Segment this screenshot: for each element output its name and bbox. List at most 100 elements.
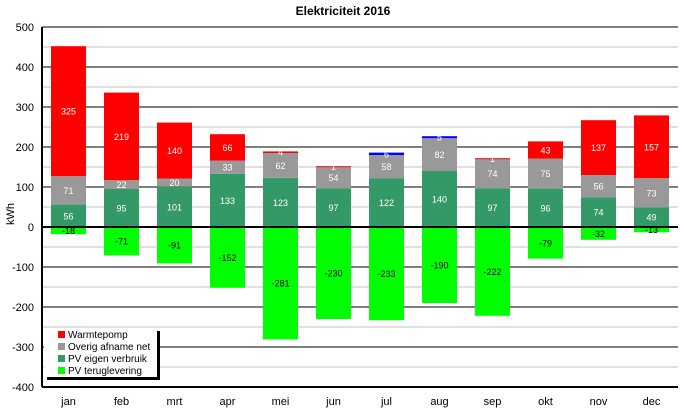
bar-segment [104, 92, 139, 181]
bar-segment [157, 227, 192, 264]
x-tick-label: jan [60, 396, 76, 408]
x-tick-label: nov [590, 396, 608, 408]
bar-segment [475, 158, 510, 189]
bar-segment [475, 158, 510, 160]
bar-segment [104, 227, 139, 256]
y-tick-label: -400 [12, 382, 34, 394]
data-label: 140 [432, 195, 447, 205]
y-tick-label: 500 [16, 22, 34, 34]
legend-label: PV teruglevering [68, 366, 142, 377]
y-tick-label: 0 [28, 222, 34, 234]
chart-title: Elektriciteit 2016 [296, 4, 391, 18]
bar-segment [528, 188, 563, 227]
y-axis-label: kWh [5, 203, 17, 225]
data-label: -18 [62, 226, 75, 236]
data-label: -281 [271, 279, 289, 289]
bar-segment [210, 134, 245, 161]
bar-segment [316, 166, 351, 168]
x-tick-label: jul [380, 396, 392, 408]
legend-swatch [58, 355, 65, 362]
bar-segment [316, 166, 351, 189]
data-label: -152 [218, 253, 236, 263]
x-tick-label: jun [325, 396, 341, 408]
bar-segment [51, 204, 86, 227]
bar-segment [104, 180, 139, 189]
data-label: 56 [593, 182, 603, 192]
y-tick-label: -200 [12, 302, 34, 314]
data-label: 95 [116, 204, 126, 214]
data-label: -91 [168, 241, 181, 251]
x-tick-label: okt [538, 396, 553, 408]
data-label: -222 [483, 267, 501, 277]
data-label: 5 [437, 133, 442, 143]
legend-swatch [58, 367, 65, 374]
bar-segment [210, 173, 245, 227]
y-tick-label: 300 [16, 102, 34, 114]
bar-segment [634, 207, 669, 227]
data-label: 75 [540, 169, 550, 179]
data-label: 1 [490, 154, 495, 164]
bar-segment [422, 136, 457, 139]
bar-segment [104, 189, 139, 227]
bar-segment [263, 177, 298, 227]
bar-segment [263, 227, 298, 340]
data-label: 1 [331, 162, 336, 172]
bar-segment [157, 186, 192, 227]
bar-segment [369, 178, 404, 227]
data-label: 74 [487, 169, 497, 179]
x-tick-label: dec [643, 396, 661, 408]
bar-segment [51, 176, 86, 205]
data-label: 140 [167, 146, 182, 156]
data-label: 49 [646, 213, 656, 223]
bar-segment [422, 227, 457, 303]
legend-swatch [58, 343, 65, 350]
data-label: -190 [430, 261, 448, 271]
data-label: 97 [487, 203, 497, 213]
data-label: 4 [278, 148, 283, 158]
data-label: -32 [592, 229, 605, 239]
x-tick-label: mei [272, 396, 290, 408]
data-label: 62 [275, 161, 285, 171]
bar-segment [51, 46, 86, 177]
y-tick-label: 400 [16, 62, 34, 74]
data-label: 66 [222, 143, 232, 153]
bar-segment [369, 227, 404, 321]
y-tick-label: 200 [16, 142, 34, 154]
data-label: 97 [328, 203, 338, 213]
data-label: 71 [63, 186, 73, 196]
bar-segment [51, 227, 86, 235]
data-label: 20 [169, 178, 179, 188]
bar-segment [157, 178, 192, 187]
bar-segment [475, 188, 510, 227]
data-label: 101 [167, 202, 182, 212]
bar-segment [634, 115, 669, 179]
bar-segment [316, 188, 351, 227]
data-label: 58 [381, 162, 391, 172]
data-label: 137 [591, 143, 606, 153]
data-label: 96 [540, 203, 550, 213]
data-label: 74 [593, 208, 603, 218]
bar-segment [316, 227, 351, 319]
data-label: -13 [645, 225, 658, 235]
bar-segment [528, 141, 563, 159]
x-tick-label: aug [430, 396, 448, 408]
bar-segment [210, 160, 245, 174]
bar-segment [581, 120, 616, 175]
legend-swatch [58, 331, 65, 338]
data-label: 33 [222, 163, 232, 173]
bar-segment [157, 122, 192, 179]
bar-segment [369, 155, 404, 179]
data-label: 56 [63, 211, 73, 221]
data-label: 325 [61, 107, 76, 117]
bar-segment [634, 178, 669, 208]
legend-label: Warmtepomp [68, 330, 128, 341]
data-label: 6 [384, 149, 389, 159]
bar-segment [422, 138, 457, 171]
x-tick-label: mrt [167, 396, 183, 408]
bar-segment [528, 158, 563, 189]
data-label: 133 [220, 196, 235, 206]
legend-label: PV eigen verbruik [68, 354, 148, 365]
bar-segment [581, 197, 616, 227]
data-label: 54 [328, 173, 338, 183]
